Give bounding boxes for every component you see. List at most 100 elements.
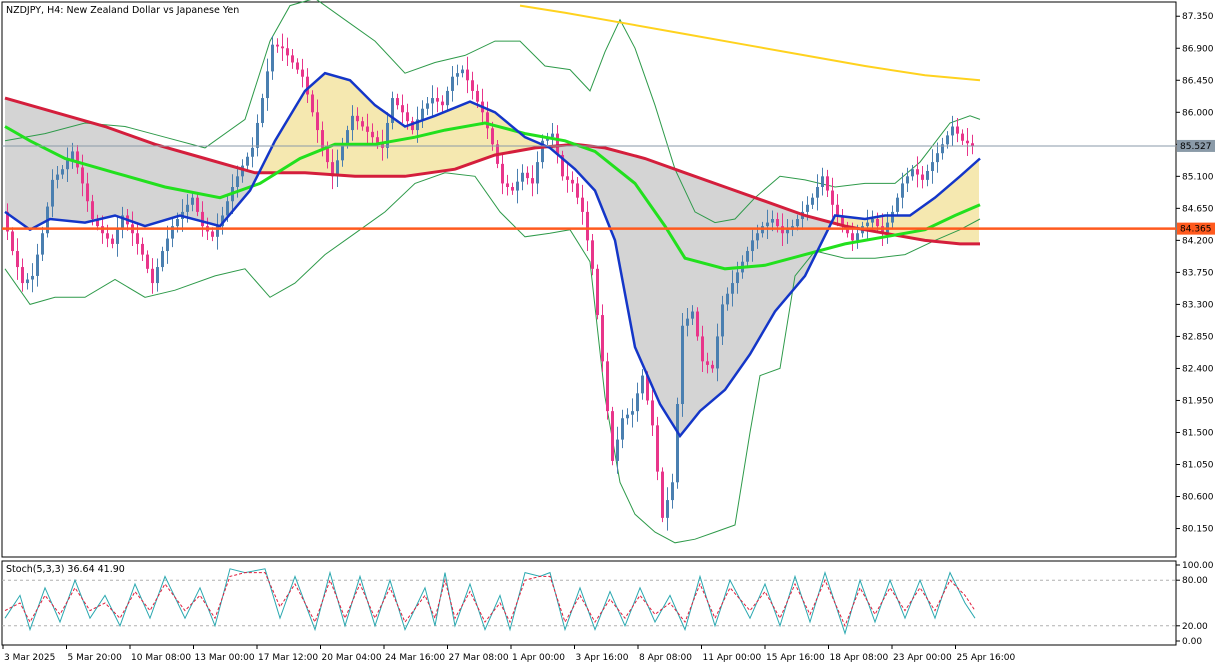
candle-body — [636, 393, 639, 412]
time-axis[interactable]: 3 Mar 2025 5 Mar 20:00 10 Mar 08:00 13 Mar … — [2, 645, 1015, 663]
chart-title: NZDJPY, H4: New Zealand Dollar vs Japane… — [6, 5, 239, 16]
stoch-y-tick-label: 80.00 — [1182, 576, 1208, 586]
candle-body — [866, 222, 869, 227]
candle-body — [921, 174, 924, 180]
bid-price-tag — [1177, 139, 1215, 152]
y-tick-label: 81.050 — [1182, 461, 1214, 471]
candle-body — [766, 222, 769, 227]
candle-body — [771, 219, 774, 223]
candle-body — [716, 336, 719, 369]
cloud-fill-2 — [549, 144, 831, 435]
y-tick-label: 81.500 — [1182, 428, 1214, 438]
candle-body — [971, 143, 974, 146]
price-axis[interactable]: 87.35086.90086.45086.00085.55085.10084.6… — [1176, 12, 1215, 535]
candle-body — [756, 233, 759, 241]
candle-body — [241, 165, 244, 177]
candle-body — [911, 169, 914, 177]
candle-body — [471, 80, 474, 91]
x-tick-label: 10 Mar 08:00 — [131, 653, 191, 663]
stochastic-panel[interactable]: Stoch(5,3,3) 36.64 41.90 — [1, 560, 1177, 646]
candle-body — [826, 176, 829, 191]
candle-body — [641, 375, 644, 394]
y-tick-label: 84.650 — [1182, 204, 1214, 214]
candle-body — [516, 181, 519, 191]
candle-body — [431, 98, 434, 104]
candle-body — [256, 122, 259, 148]
candle-body — [751, 240, 754, 252]
candle-body — [296, 62, 299, 70]
y-tick-label: 85.100 — [1182, 172, 1214, 182]
x-tick-label: 3 Apr 16:00 — [576, 653, 629, 663]
candle-body — [366, 126, 369, 132]
candle-body — [441, 101, 444, 106]
x-tick-label: 23 Apr 00:00 — [893, 653, 952, 663]
bollinger-upper-line — [4, 0, 981, 224]
candle-body — [661, 471, 664, 518]
y-tick-label: 84.200 — [1182, 236, 1214, 246]
ma-long-line — [519, 4, 981, 82]
candle-body — [456, 73, 459, 77]
candle-body — [836, 204, 839, 216]
candle-body — [821, 176, 824, 187]
candle-body — [666, 500, 669, 518]
candle-body — [76, 151, 79, 168]
y-tick-label: 80.600 — [1182, 493, 1214, 503]
x-tick-label: 8 Apr 08:00 — [639, 653, 692, 663]
x-tick-label: 27 Mar 08:00 — [449, 653, 509, 663]
candle-body — [691, 311, 694, 319]
candle-body — [191, 197, 194, 205]
ma-cloud-fills — [5, 73, 979, 435]
candle-body — [96, 219, 99, 227]
candle-body — [491, 128, 494, 145]
candle-body — [746, 251, 749, 262]
candle-body — [631, 411, 634, 415]
candle-body — [406, 112, 409, 122]
candle-body — [901, 183, 904, 198]
candle-body — [416, 119, 419, 131]
candle-body — [796, 219, 799, 227]
candle-body — [686, 318, 689, 326]
candle-body — [11, 231, 14, 252]
price-panel[interactable]: NZDJPY, H4: New Zealand Dollar vs Japane… — [1, 0, 1177, 558]
candle-body — [436, 98, 439, 102]
candle-body — [606, 361, 609, 412]
candle-body — [916, 169, 919, 175]
candle-body — [236, 176, 239, 187]
y-tick-label: 82.850 — [1182, 332, 1214, 342]
candle-body — [776, 219, 779, 227]
x-tick-label: 11 Apr 00:00 — [703, 653, 762, 663]
candle-body — [276, 44, 279, 47]
candle-body — [221, 215, 224, 227]
candle-body — [526, 172, 529, 179]
y-tick-label: 82.400 — [1182, 364, 1214, 374]
candle-body — [696, 311, 699, 337]
candle-body — [371, 131, 374, 138]
candle-body — [51, 179, 54, 207]
candle-body — [261, 98, 264, 123]
candle-body — [536, 162, 539, 184]
candle-body — [201, 211, 204, 227]
candle-body — [896, 197, 899, 212]
candle-body — [341, 144, 344, 161]
candle-body — [171, 226, 174, 239]
y-tick-label: 86.450 — [1182, 76, 1214, 86]
candle-body — [41, 233, 44, 255]
candle-body — [6, 211, 9, 232]
candle-body — [786, 229, 789, 234]
candle-body — [226, 201, 229, 216]
candle-body — [961, 133, 964, 141]
cloud-fill-0 — [5, 98, 257, 230]
candle-body — [621, 418, 624, 440]
candle-body — [106, 233, 109, 239]
candle-body — [596, 268, 599, 316]
stochastic-label: Stoch(5,3,3) 36.64 41.90 — [6, 564, 125, 575]
candle-body — [551, 133, 554, 138]
candle-body — [116, 229, 119, 244]
candle-body — [306, 76, 309, 95]
candle-body — [931, 162, 934, 171]
bid-price-label: 85.527 — [1180, 142, 1212, 152]
candle-body — [486, 112, 489, 129]
candle-body — [246, 156, 249, 166]
candle-body — [286, 48, 289, 56]
